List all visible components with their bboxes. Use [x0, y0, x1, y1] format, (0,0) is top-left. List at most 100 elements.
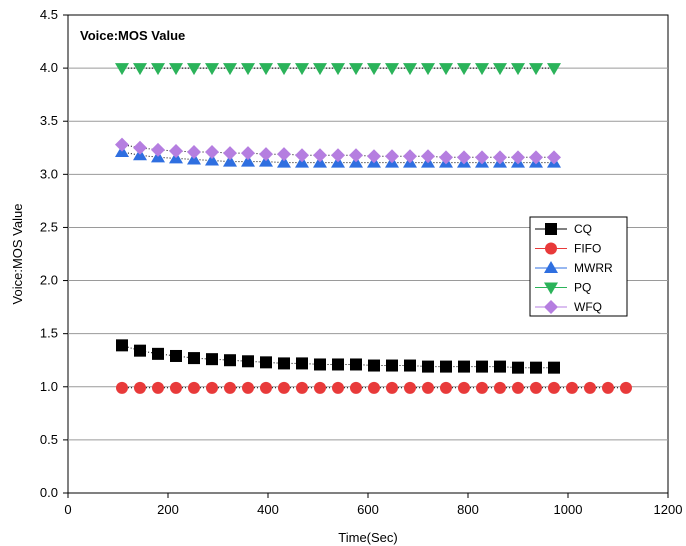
- data-point-fifo: [602, 381, 614, 394]
- data-point-wfq: [313, 148, 327, 163]
- data-point-fifo: [566, 381, 578, 394]
- data-point-pq: [403, 63, 417, 76]
- data-point-cq: [332, 358, 344, 371]
- x-tick-label: 1000: [554, 502, 583, 517]
- data-point-mwrr: [223, 154, 237, 167]
- data-point-wfq: [403, 149, 417, 164]
- y-tick-label: 2.0: [40, 273, 58, 288]
- data-point-fifo: [386, 381, 398, 394]
- data-point-cq: [170, 349, 182, 362]
- legend: CQ FIFO MWRR PQ WFQ: [529, 216, 628, 317]
- data-point-pq: [241, 63, 255, 76]
- data-point-cq: [296, 357, 308, 370]
- data-point-pq: [439, 63, 453, 76]
- data-point-cq: [188, 352, 200, 365]
- data-point-mwrr: [241, 154, 255, 167]
- data-point-cq: [422, 360, 434, 373]
- legend-label-cq: CQ: [574, 222, 592, 236]
- data-point-pq: [133, 63, 147, 76]
- data-point-fifo: [422, 381, 434, 394]
- data-point-pq: [115, 63, 129, 76]
- data-point-cq: [476, 360, 488, 373]
- data-point-fifo: [206, 381, 218, 394]
- data-point-cq: [242, 355, 254, 368]
- data-point-cq: [134, 344, 146, 357]
- data-point-fifo: [512, 381, 524, 394]
- data-point-pq: [493, 63, 507, 76]
- data-point-fifo: [332, 381, 344, 394]
- data-point-fifo: [134, 381, 146, 394]
- y-tick-label: 3.0: [40, 166, 58, 181]
- data-point-pq: [385, 63, 399, 76]
- data-point-fifo: [314, 381, 326, 394]
- data-point-mwrr: [277, 155, 291, 168]
- y-axis-ticks: 0.0 0.5 1.0 1.5 2.0 2.5 3.0 3.5 4.0 4.5: [40, 7, 68, 500]
- data-point-cq: [512, 361, 524, 374]
- x-tick-label: 800: [457, 502, 479, 517]
- chart-title: Voice:MOS Value: [80, 28, 185, 43]
- data-point-cq: [206, 353, 218, 366]
- x-axis-ticks: 0 200 400 600 800 1000 1200: [64, 493, 682, 517]
- x-tick-label: 400: [257, 502, 279, 517]
- data-point-pq: [259, 63, 273, 76]
- legend-label-fifo: FIFO: [574, 242, 601, 256]
- data-point-cq: [368, 359, 380, 372]
- data-point-fifo: [152, 381, 164, 394]
- data-point-pq: [205, 63, 219, 76]
- data-point-fifo: [494, 381, 506, 394]
- data-point-pq: [187, 63, 201, 76]
- data-point-wfq: [421, 149, 435, 164]
- data-point-fifo: [278, 381, 290, 394]
- y-tick-label: 1.0: [40, 379, 58, 394]
- legend-marker-cq: [545, 223, 557, 235]
- data-point-wfq: [475, 150, 489, 165]
- data-point-fifo: [188, 381, 200, 394]
- data-point-pq: [475, 63, 489, 76]
- y-tick-label: 0.0: [40, 485, 58, 500]
- legend-label-pq: PQ: [574, 281, 591, 295]
- data-point-fifo: [530, 381, 542, 394]
- data-point-wfq: [151, 142, 165, 157]
- data-point-fifo: [368, 381, 380, 394]
- x-tick-label: 600: [357, 502, 379, 517]
- data-point-wfq: [223, 146, 237, 161]
- data-point-wfq: [205, 145, 219, 160]
- data-point-wfq: [187, 145, 201, 160]
- data-point-cq: [260, 356, 272, 369]
- legend-label-mwrr: MWRR: [574, 261, 613, 275]
- data-point-cq: [224, 354, 236, 367]
- data-point-wfq: [115, 137, 129, 152]
- data-point-cq: [116, 339, 128, 352]
- data-point-wfq: [529, 150, 543, 165]
- data-point-pq: [511, 63, 525, 76]
- data-point-cq: [278, 357, 290, 370]
- data-point-fifo: [116, 381, 128, 394]
- data-point-fifo: [440, 381, 452, 394]
- data-point-wfq: [385, 149, 399, 164]
- y-axis-label: Voice:MOS Value: [10, 204, 25, 305]
- data-point-cq: [152, 347, 164, 360]
- x-tick-label: 0: [64, 502, 71, 517]
- y-tick-label: 3.5: [40, 113, 58, 128]
- data-point-wfq: [511, 150, 525, 165]
- y-tick-label: 4.5: [40, 7, 58, 22]
- data-point-pq: [547, 63, 561, 76]
- data-point-fifo: [548, 381, 560, 394]
- data-point-fifo: [260, 381, 272, 394]
- data-point-pq: [277, 63, 291, 76]
- x-axis-label: Time(Sec): [338, 530, 397, 545]
- data-point-cq: [350, 358, 362, 371]
- data-point-pq: [367, 63, 381, 76]
- data-point-cq: [530, 361, 542, 374]
- y-tick-label: 2.5: [40, 219, 58, 234]
- data-point-fifo: [224, 381, 236, 394]
- data-point-pq: [529, 63, 543, 76]
- y-tick-label: 4.0: [40, 60, 58, 75]
- data-point-wfq: [295, 148, 309, 163]
- data-point-fifo: [620, 381, 632, 394]
- data-point-wfq: [367, 149, 381, 164]
- data-point-wfq: [277, 147, 291, 162]
- data-point-fifo: [350, 381, 362, 394]
- data-point-wfq: [457, 150, 471, 165]
